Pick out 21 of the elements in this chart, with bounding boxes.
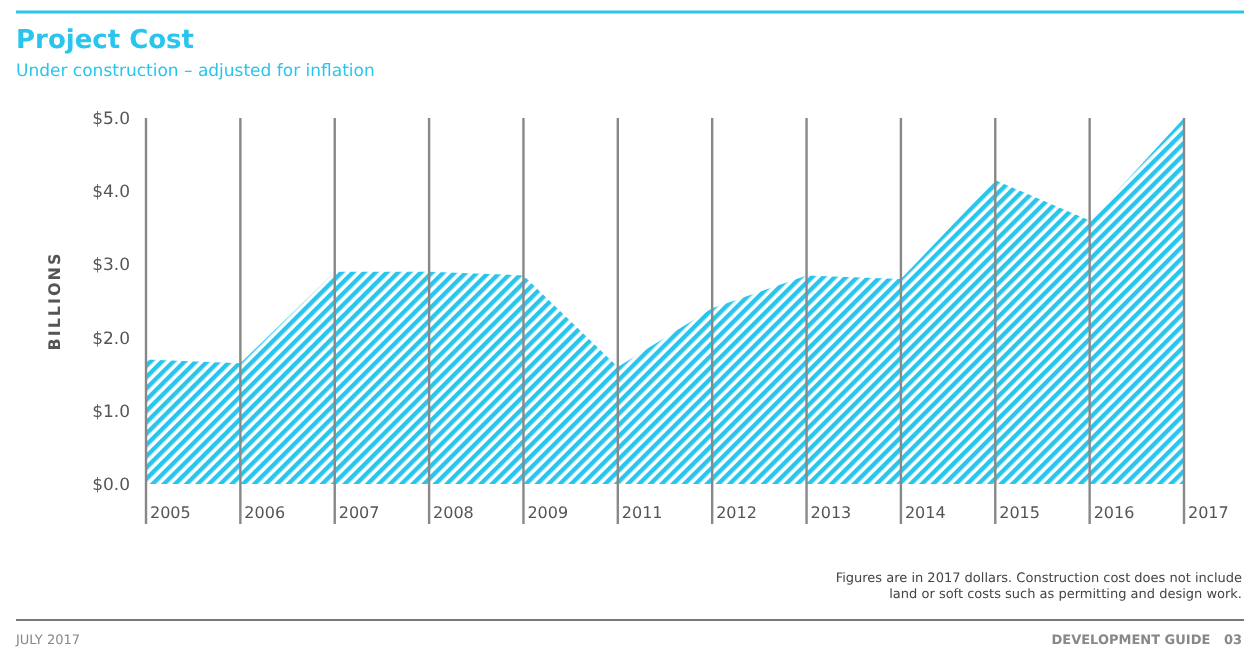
x-tick-label: 2009 [527, 504, 569, 522]
y-tick-label: $5.0 [92, 109, 130, 130]
chart-subtitle: Under construction – adjusted for inflation [16, 62, 375, 82]
x-tick-label: 2016 [1093, 504, 1135, 522]
x-tick-label: 2013 [810, 504, 852, 522]
chart-title: Project Cost [16, 26, 195, 56]
y-tick-label: $4.0 [92, 183, 130, 204]
y-tick-label: $1.0 [92, 402, 130, 423]
y-tick-label: $0.0 [92, 475, 130, 496]
y-tick-label: $2.0 [92, 329, 130, 350]
y-tick-label: $3.0 [92, 256, 130, 277]
x-tick-label: 2006 [244, 504, 286, 522]
y-axis-title: BILLIONS [46, 251, 64, 351]
x-tick-label: 2005 [150, 504, 191, 522]
x-tick-label: 2014 [904, 504, 946, 522]
x-tick-label: 2015 [999, 504, 1040, 522]
x-tick-label: 2012 [716, 504, 757, 522]
x-tick-label: 2017 [1188, 504, 1229, 522]
x-tick-label: 2008 [433, 504, 474, 522]
x-tick-label: 2007 [338, 504, 380, 522]
x-tick-label: 2011 [621, 504, 663, 522]
